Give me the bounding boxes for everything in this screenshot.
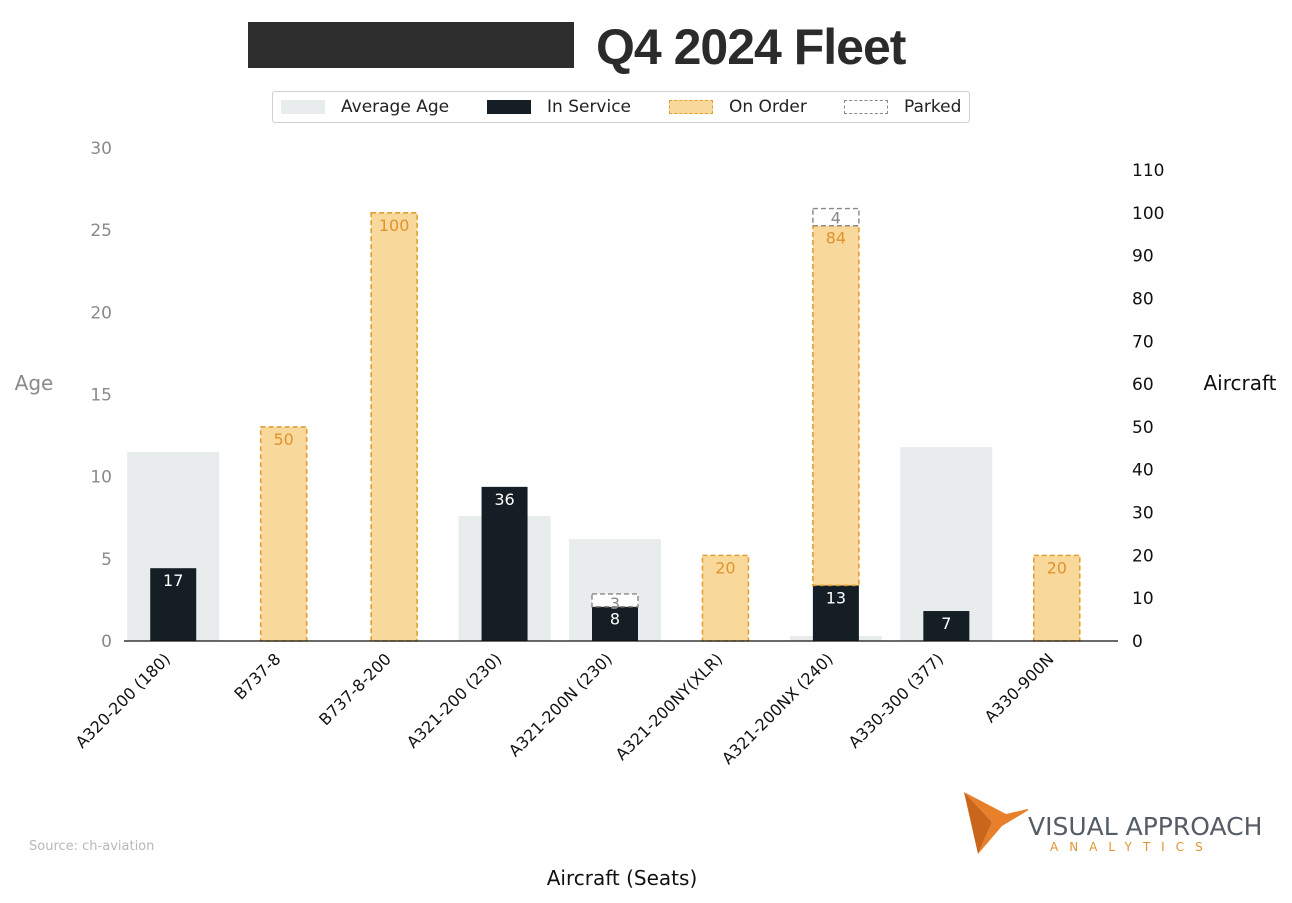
on-order-bar bbox=[701, 554, 750, 642]
on-order-label: 84 bbox=[826, 229, 846, 248]
logo-subtext: ANALYTICS bbox=[1050, 840, 1214, 854]
right-tick-label: 80 bbox=[1132, 289, 1154, 309]
logo-arrow-icon bbox=[964, 792, 1028, 854]
left-tick-label: 5 bbox=[101, 550, 112, 570]
legend: Average Age In Service On Order Parked bbox=[272, 91, 970, 123]
left-tick-label: 10 bbox=[90, 468, 112, 488]
y-axis-right-label: Aircraft bbox=[1203, 371, 1276, 395]
right-tick-label: 100 bbox=[1132, 204, 1164, 224]
legend-swatch-parked bbox=[844, 100, 888, 114]
in-service-bar bbox=[481, 486, 528, 641]
left-tick-label: 30 bbox=[90, 139, 112, 159]
in-service-bar bbox=[150, 568, 197, 641]
right-tick-label: 60 bbox=[1132, 375, 1154, 395]
on-order-label: 50 bbox=[273, 430, 293, 449]
parked-label: 3 bbox=[610, 594, 620, 613]
on-order-bar bbox=[259, 426, 308, 642]
in-service-bar bbox=[592, 606, 638, 641]
parked-bar bbox=[812, 207, 860, 227]
left-tick-label: 15 bbox=[90, 386, 112, 406]
x-tick-label: B737-8-200 bbox=[315, 649, 395, 729]
right-tick-label: 0 bbox=[1132, 632, 1143, 652]
age-bar bbox=[900, 447, 993, 641]
right-tick-label: 110 bbox=[1132, 161, 1164, 181]
legend-label-on-order: On Order bbox=[729, 97, 807, 117]
x-tick-label: A320-200 (180) bbox=[72, 649, 174, 751]
on-order-bar bbox=[1032, 554, 1081, 642]
legend-item-on-order[interactable]: On Order bbox=[669, 92, 807, 122]
legend-label-parked: Parked bbox=[904, 97, 962, 117]
chart-title: Q4 2024 Fleet bbox=[596, 19, 906, 75]
left-tick-label: 20 bbox=[90, 303, 112, 323]
legend-swatch-on-order bbox=[669, 100, 713, 114]
on-order-bar bbox=[812, 224, 860, 587]
x-tick-label: A321-200NX (240) bbox=[718, 649, 837, 768]
left-tick-label: 25 bbox=[90, 221, 112, 241]
legend-label-in-service: In Service bbox=[547, 97, 632, 117]
legend-swatch-in-service bbox=[487, 100, 531, 114]
on-order-bar bbox=[370, 212, 418, 642]
title-row: Q4 2024 Fleet bbox=[0, 0, 1292, 90]
on-order-label: 100 bbox=[379, 216, 410, 235]
right-tick-label: 90 bbox=[1132, 247, 1154, 267]
source-note: Source: ch-aviation bbox=[29, 839, 155, 854]
in-service-label: 36 bbox=[494, 490, 514, 509]
parked-label: 4 bbox=[831, 209, 841, 228]
x-tick-label: A321-200 (230) bbox=[403, 649, 505, 751]
on-order-label: 20 bbox=[1047, 558, 1067, 577]
logo-text: VISUAL APPROACH bbox=[1028, 812, 1263, 841]
parked-bar bbox=[591, 593, 639, 608]
legend-label-average-age: Average Age bbox=[341, 97, 450, 117]
legend-item-parked[interactable]: Parked bbox=[844, 92, 961, 122]
in-service-bar bbox=[812, 585, 859, 641]
right-tick-label: 20 bbox=[1132, 546, 1154, 566]
x-tick-label: A321-200N (230) bbox=[505, 649, 616, 760]
right-tick-label: 50 bbox=[1132, 418, 1154, 438]
x-tick-label: A330-300 (377) bbox=[845, 649, 947, 751]
x-axis-label: Aircraft (Seats) bbox=[547, 866, 698, 890]
on-order-label: 20 bbox=[715, 558, 735, 577]
legend-item-in-service[interactable]: In Service bbox=[487, 92, 631, 122]
x-tick-label: B737-8 bbox=[230, 649, 284, 703]
x-tick-label: A321-200NY(XLR) bbox=[612, 649, 727, 764]
right-tick-label: 10 bbox=[1132, 589, 1154, 609]
right-tick-label: 40 bbox=[1132, 461, 1154, 481]
redacted-title-block bbox=[248, 22, 574, 68]
x-tick-label: A330-900N bbox=[981, 649, 1058, 726]
in-service-label: 8 bbox=[610, 610, 620, 629]
legend-item-average-age[interactable]: Average Age bbox=[281, 92, 449, 122]
in-service-bar bbox=[923, 611, 970, 641]
in-service-label: 7 bbox=[941, 614, 951, 633]
right-tick-label: 30 bbox=[1132, 504, 1154, 524]
logo: VISUAL APPROACH ANALYTICS bbox=[958, 788, 1278, 858]
y-axis-left-label: Age bbox=[15, 371, 54, 395]
left-tick-label: 0 bbox=[101, 632, 112, 652]
in-service-label: 13 bbox=[826, 588, 846, 607]
legend-swatch-average-age bbox=[281, 100, 325, 114]
in-service-label: 17 bbox=[163, 571, 183, 590]
right-tick-label: 70 bbox=[1132, 332, 1154, 352]
